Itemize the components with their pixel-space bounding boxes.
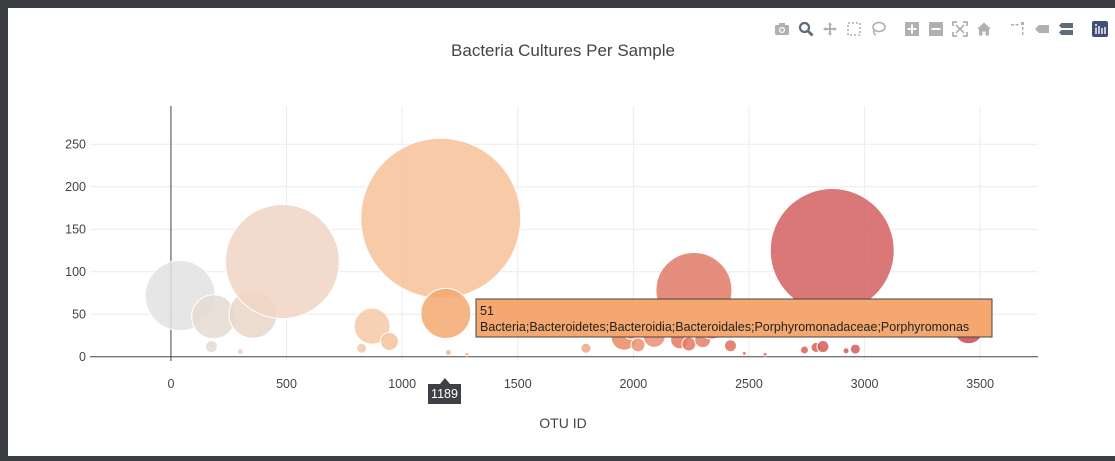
x-tick-label: 1500	[504, 377, 532, 391]
x-hover-label-pointer	[440, 378, 450, 384]
bubble-point[interactable]	[842, 347, 850, 355]
bubble-point[interactable]	[444, 349, 452, 356]
bubble-point[interactable]	[630, 337, 646, 353]
box-select-icon[interactable]	[843, 18, 865, 40]
bubble-chart: Bacteria Cultures Per Sample 0 50 100 150 20…	[65, 41, 1038, 431]
hover-tooltip-value: 51	[480, 304, 494, 318]
modebar	[771, 18, 1111, 40]
camera-icon[interactable]	[771, 18, 793, 40]
bubble-point[interactable]	[356, 342, 368, 354]
chart-frame: Bacteria Cultures Per Sample 0 50 100 150 20…	[8, 8, 1115, 456]
x-tick-label: 2000	[619, 377, 647, 391]
hover-tooltip-text: Bacteria;Bacteroidetes;Bacteroidia;Bacte…	[480, 320, 969, 334]
y-tick-label: 150	[65, 222, 86, 236]
y-tick-label: 250	[65, 137, 86, 151]
bubble-point[interactable]	[204, 340, 218, 354]
bubble-point[interactable]	[224, 204, 340, 320]
bubble-point[interactable]	[681, 336, 697, 352]
zoom-out-icon[interactable]	[925, 18, 947, 40]
y-tick-label: 100	[65, 265, 86, 279]
hover-closest-icon[interactable]	[1031, 18, 1053, 40]
lasso-icon[interactable]	[867, 18, 889, 40]
y-tick-label: 0	[79, 350, 86, 364]
bubble-point[interactable]	[236, 348, 244, 356]
x-axis-title: OTU ID	[539, 415, 586, 431]
bubble-point[interactable]	[353, 307, 391, 345]
x-tick-label: 3500	[966, 377, 994, 391]
autoscale-icon[interactable]	[949, 18, 971, 40]
chart-title: Bacteria Cultures Per Sample	[451, 41, 675, 60]
y-tick-label: 50	[72, 307, 86, 321]
bubble-point[interactable]	[741, 350, 747, 356]
bubble-point[interactable]	[379, 331, 399, 351]
zoom-icon[interactable]	[795, 18, 817, 40]
bubble-point[interactable]	[580, 342, 592, 354]
home-icon[interactable]	[973, 18, 995, 40]
x-tick-label: 0	[167, 377, 174, 391]
bubble-point[interactable]	[360, 137, 522, 299]
spike-lines-icon[interactable]	[1007, 18, 1029, 40]
bubble-point[interactable]	[816, 340, 830, 354]
bubble-point[interactable]	[762, 351, 768, 357]
bubble-point[interactable]	[769, 188, 895, 313]
hover-layer: 51 Bacteria;Bacteroidetes;Bacteroidia;Ba…	[428, 298, 993, 404]
plotly-logo-icon[interactable]	[1089, 18, 1111, 40]
bubbles[interactable]	[144, 137, 985, 357]
hover-tooltip-box	[475, 298, 993, 338]
bubble-point[interactable]	[849, 343, 861, 355]
x-hover-label-box	[428, 384, 461, 404]
y-tick-label: 200	[65, 180, 86, 194]
zoom-in-icon[interactable]	[901, 18, 923, 40]
x-tick-label: 2500	[735, 377, 763, 391]
x-hover-label: 1189	[431, 387, 458, 401]
x-tick-label: 1000	[388, 377, 416, 391]
bubble-point[interactable]	[799, 345, 809, 355]
pan-icon[interactable]	[819, 18, 841, 40]
hover-compare-icon[interactable]	[1055, 18, 1077, 40]
bubble-point[interactable]	[723, 339, 737, 353]
x-tick-label: 3000	[851, 377, 879, 391]
x-tick-label: 500	[276, 377, 297, 391]
bubble-point[interactable]	[420, 287, 472, 339]
bubble-point[interactable]	[464, 351, 470, 357]
